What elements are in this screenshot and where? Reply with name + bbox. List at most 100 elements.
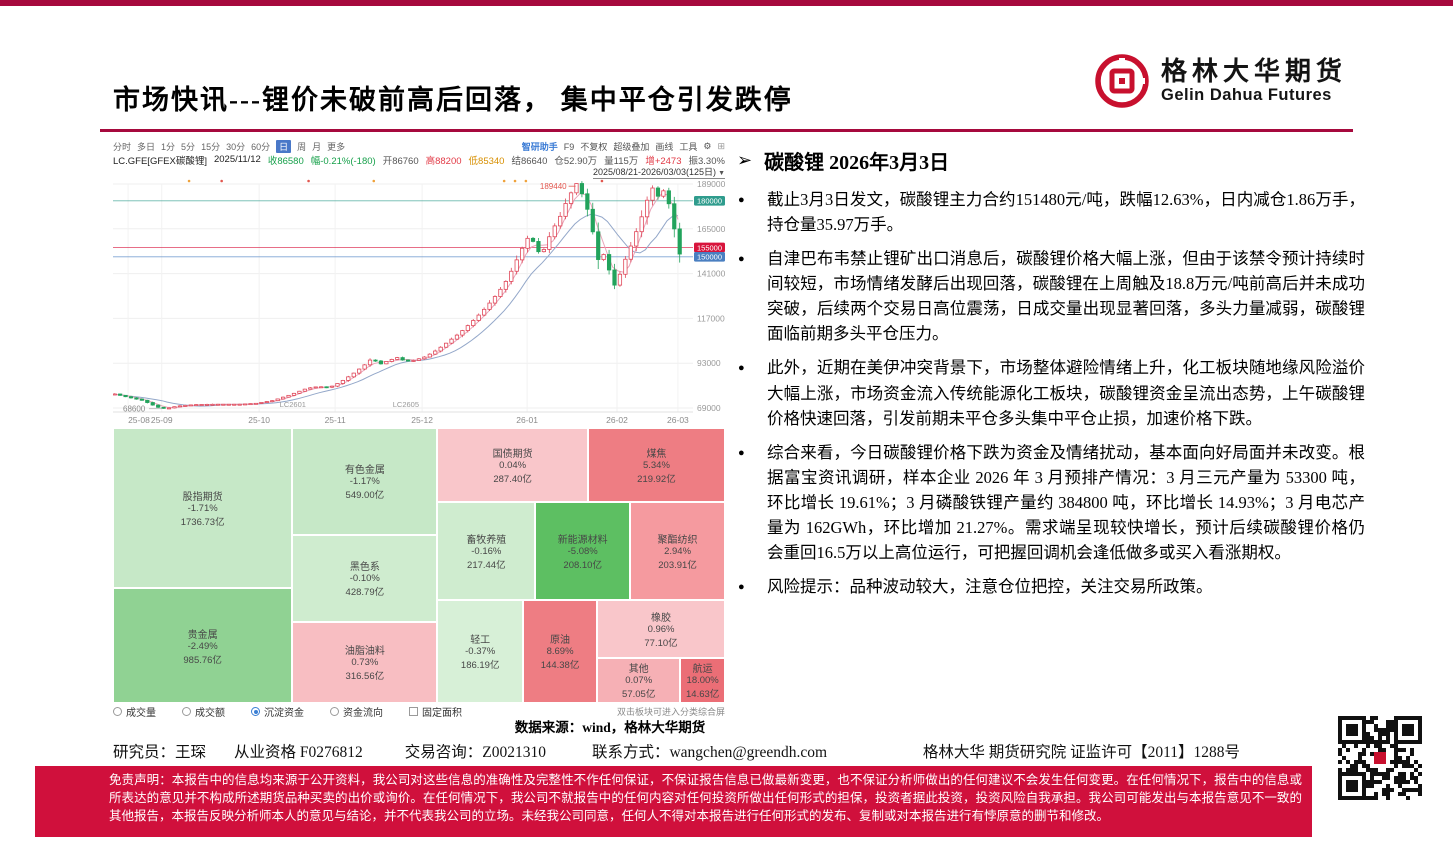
- chart-tool[interactable]: 不复权: [580, 142, 608, 152]
- radio-icon[interactable]: [113, 707, 122, 716]
- arrow-bullet-icon: ➢: [737, 150, 753, 170]
- sector-value: 217.44亿: [467, 559, 506, 571]
- svg-text:117000: 117000: [697, 313, 725, 323]
- report-bullet: ● 综合来看，今日碳酸锂价格下跌为资金及情绪扰动，基本面向好局面并未改变。根据富宝…: [738, 442, 1366, 563]
- svg-text:26-01: 26-01: [516, 415, 538, 425]
- metric-radio-option[interactable]: 成交额: [182, 704, 225, 719]
- chart-tab[interactable]: 更多: [327, 142, 346, 152]
- sector-change-pct: 8.69%: [546, 646, 574, 658]
- chart-tab[interactable]: 15分: [201, 142, 221, 152]
- sector-value: 1736.73亿: [180, 517, 225, 529]
- chart-tab[interactable]: 60分: [251, 142, 271, 152]
- chart-quote-info: LC.GFE[GFEX碳酸锂] 2025/11/12 收86580 幅-0.21%(-…: [113, 153, 725, 167]
- sector-name: 聚酯纺织: [657, 534, 698, 546]
- gear-icon[interactable]: ⚙: [703, 141, 712, 151]
- metric-radio-option[interactable]: 资金流向: [330, 704, 383, 719]
- report-bullet: ● 此外，近期在美伊冲突背景下，市场整体避险情绪上升，化工板块随地缘风险溢价大幅上…: [738, 358, 1365, 428]
- report-heading: 碳酸锂 2026年3月3日: [764, 152, 950, 174]
- chart-tool[interactable]: 超级叠加: [613, 142, 650, 152]
- chart-tab[interactable]: 周: [297, 142, 307, 152]
- metric-radio-option[interactable]: 沉淀资金: [251, 704, 304, 719]
- quote-field: 2025/11/12: [213, 154, 261, 165]
- radio-icon[interactable]: [182, 707, 191, 716]
- sector-change-pct: 0.04%: [499, 459, 527, 471]
- header-divider: [100, 129, 1353, 132]
- treemap-block[interactable]: 新能源材料 -5.08% 208.10亿: [535, 501, 631, 600]
- treemap-block[interactable]: 国债期货 0.04% 287.40亿: [437, 428, 588, 502]
- metric-label: 沉淀资金: [264, 708, 304, 719]
- chevron-down-icon: ▼: [718, 170, 725, 177]
- sector-name: 股指期货: [182, 492, 223, 504]
- quote-field: 仓52.90万: [554, 155, 598, 167]
- sector-value: 208.10亿: [563, 559, 602, 571]
- quote-field: 高88200: [425, 155, 462, 167]
- svg-text:68600: 68600: [123, 405, 146, 414]
- quote-field: 振3.30%: [688, 155, 725, 167]
- treemap-block[interactable]: 贵金属 -2.49% 985.76亿: [113, 588, 293, 703]
- sector-change-pct: -0.10%: [349, 573, 380, 585]
- chart-tool[interactable]: 智研助手: [521, 142, 558, 152]
- treemap-block[interactable]: 其他 0.07% 57.05亿: [597, 657, 681, 703]
- treemap-block[interactable]: 畜牧养殖 -0.16% 217.44亿: [437, 501, 536, 600]
- bullet-icon: ●: [738, 446, 745, 459]
- chart-tab[interactable]: 日: [276, 140, 292, 153]
- data-source-note: 数据来源：wind，格林大华期货: [514, 720, 706, 735]
- svg-text:165000: 165000: [697, 224, 725, 234]
- chart-date-range[interactable]: 2025/08/21-2026/03/03(125日) ▼: [592, 167, 725, 179]
- sector-value: 428.79亿: [345, 587, 385, 599]
- svg-text:25-11: 25-11: [325, 415, 346, 425]
- chart-tool[interactable]: 工具: [679, 142, 698, 152]
- chart-period-tabs: 分时 多日 1分 5分 15分 30分 60分日周月更多: [113, 140, 345, 153]
- treemap-block[interactable]: 航运 18.00% 14.63亿: [680, 657, 725, 703]
- advisory-number: 交易咨询：Z0021310: [404, 744, 546, 761]
- treemap-block[interactable]: 聚酯纺织 2.94% 203.91亿: [630, 501, 725, 600]
- treemap-block[interactable]: 原油 8.69% 144.38亿: [523, 599, 598, 703]
- report-bullet: ● 截止3月3日发文，碳酸锂主力合约151480元/吨，跌幅12.63%，日内减仓…: [738, 190, 1365, 235]
- treemap-block[interactable]: 轻工 -0.37% 186.19亿: [437, 599, 524, 703]
- checkbox-icon[interactable]: [409, 707, 418, 716]
- svg-text:141000: 141000: [697, 269, 725, 279]
- sector-name: 轻工: [470, 635, 491, 647]
- metric-radio-option[interactable]: 成交量: [113, 704, 156, 719]
- svg-text:69000: 69000: [697, 403, 721, 413]
- sector-name: 油脂油料: [344, 646, 385, 658]
- quote-field: 结86640: [511, 155, 548, 167]
- candlestick-chart[interactable]: 189000 165000 141000 117000 93000 69000 180000…: [113, 178, 725, 428]
- chart-tab[interactable]: 多日: [137, 142, 156, 152]
- grid-icon[interactable]: ⊞: [717, 141, 725, 151]
- treemap-block[interactable]: 油脂油料 0.73% 316.56亿: [292, 621, 438, 703]
- chart-tab[interactable]: 1分: [161, 142, 176, 152]
- bullet-icon: ●: [738, 253, 745, 266]
- metric-checkbox-option[interactable]: 固定面积: [409, 704, 462, 719]
- qr-code: [1336, 714, 1424, 802]
- treemap-block[interactable]: 黑色系 -0.10% 428.79亿: [292, 534, 438, 622]
- report-bullet: ● 自津巴布韦禁止锂矿出口消息后，碳酸锂价格大幅上涨，但由于该禁令预计持续时间较短…: [738, 249, 1365, 344]
- sector-value: 14.63亿: [686, 689, 720, 701]
- treemap-block[interactable]: 橡胶 0.96% 77.10亿: [597, 599, 725, 658]
- report-bullets: ● 截止3月3日发文，碳酸锂主力合约151480元/吨，跌幅12.63%，日内减仓…: [737, 187, 1365, 599]
- sector-change-pct: -1.17%: [349, 476, 380, 488]
- chart-tool[interactable]: F9: [563, 141, 575, 152]
- sector-name: 航运: [692, 664, 713, 676]
- radio-icon[interactable]: [251, 707, 260, 716]
- chart-tab[interactable]: 月: [312, 142, 322, 152]
- sector-name: 其他: [628, 664, 649, 676]
- chart-tab[interactable]: 分时: [113, 142, 132, 152]
- chart-tab[interactable]: 30分: [226, 142, 246, 152]
- treemap-block[interactable]: 煤焦 5.34% 219.92亿: [587, 428, 725, 502]
- quote-field: 增+2473: [645, 155, 682, 167]
- bullet-icon: ●: [738, 362, 745, 375]
- treemap-block[interactable]: 有色金属 -1.17% 549.00亿: [292, 428, 438, 535]
- chart-tab[interactable]: 5分: [181, 142, 196, 152]
- sector-name: 黑色系: [349, 562, 380, 574]
- metric-label: 固定面积: [422, 708, 462, 719]
- price-chart-panel: 分时 多日 1分 5分 15分 30分 60分日周月更多 智研助手 F9 不复权 超级叠加 画线 工具…: [113, 140, 725, 428]
- sector-name: 橡胶: [651, 612, 672, 624]
- footer-info: 研究员：王琛 从业资格 F0276812 交易咨询：Z0021310 联系方式：…: [113, 740, 1240, 762]
- treemap-hint: 双击板块可进入分类综合屏: [616, 707, 725, 717]
- disclaimer-text: 免责声明：本报告中的信息均来源于公开资料，我公司对这些信息的准确性及完整性不作任…: [109, 773, 1302, 823]
- chart-tool[interactable]: 画线: [655, 142, 674, 152]
- svg-text:26-02: 26-02: [606, 415, 628, 425]
- treemap-block[interactable]: 股指期货 -1.71% 1736.73亿: [113, 428, 293, 589]
- radio-icon[interactable]: [330, 707, 339, 716]
